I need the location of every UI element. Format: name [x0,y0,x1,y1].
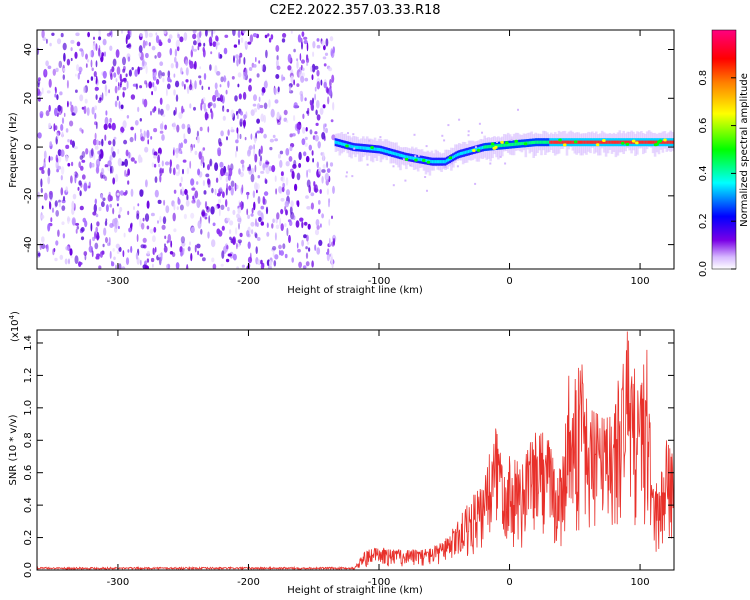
spectrogram-ytick-label: -40 [23,236,34,252]
snr-xtick-label: 100 [631,577,650,588]
colorbar-label: Normalized spectral amplitude [739,73,750,227]
snr-scale-close: ) [10,311,21,315]
spectrogram-ylabel: Frequency (Hz) [8,112,19,188]
colorbar-tick-label: 0.8 [698,70,709,86]
colorbar: 0.0 0.2 0.4 0.6 0.8 Normalized spectral ampl… [698,29,750,277]
snr-frame [36,329,675,571]
spectrogram-ytick-label: 0 [23,144,34,150]
spectrogram-frame [36,29,675,270]
spectrogram-ytick-label: 20 [23,92,34,105]
snr-series-line [37,331,674,570]
snr-ytick-label: 1.2 [23,367,34,383]
spectrogram-data [37,30,674,269]
snr-xtick-label: 0 [506,577,512,588]
figure-title: C2E2.2022.357.03.33.R18 [269,3,440,18]
colorbar-tick-label: 0.0 [698,261,709,277]
colorbar-tick-label: 0.4 [698,165,709,181]
snr-xtick-label: -100 [368,577,391,588]
snr-xtick-label: -300 [107,577,130,588]
snr-ytick-label: 0.6 [23,465,34,481]
spectrogram-ytick-label: -20 [23,188,34,204]
snr-ytick-label: 1.0 [23,400,34,416]
spectrogram-xtick-label: 100 [631,276,650,287]
snr-panel: -300 -200 -100 0 100 0.0 0.2 0.4 0.6 0.8 1.0 1.2 1.4… [8,311,675,596]
snr-scale-label: (x104) [8,311,21,342]
snr-ytick-label: 0.2 [23,530,34,546]
colorbar-gradient [711,29,737,270]
snr-xlabel: Height of straight line (km) [287,585,423,596]
colorbar-tick-label: 0.6 [698,118,709,134]
snr-xtick-label: -200 [237,577,260,588]
spectrogram-xtick-label: -200 [237,276,260,287]
signal-track [334,108,674,192]
snr-ylabel: SNR (10 * v/v) [8,414,19,485]
snr-ytick-label: 0.8 [23,432,34,448]
colorbar-tick-label: 0.2 [698,213,709,229]
noise-speckles [37,30,337,269]
snr-ytick-label: 1.4 [23,335,34,351]
snr-data [37,331,674,570]
colorbar-axes: 0.0 0.2 0.4 0.6 0.8 [698,70,736,277]
snr-ytick-label: 0.4 [23,497,34,513]
snr-scale-exp: 4 [8,314,16,319]
spectrogram-xtick-label: 0 [506,276,512,287]
snr-ytick-label: 0.0 [23,562,34,578]
snr-scale-open: (x10 [10,319,21,342]
spectrogram-xtick-label: -100 [368,276,391,287]
spectrogram-ytick-label: 40 [23,43,34,56]
spectrogram-xtick-label: -300 [107,276,130,287]
spectrogram-xlabel: Height of straight line (km) [287,285,423,296]
snr-axes: -300 -200 -100 0 100 0.0 0.2 0.4 0.6 0.8 1.0 1.2 1.4 [23,330,674,588]
